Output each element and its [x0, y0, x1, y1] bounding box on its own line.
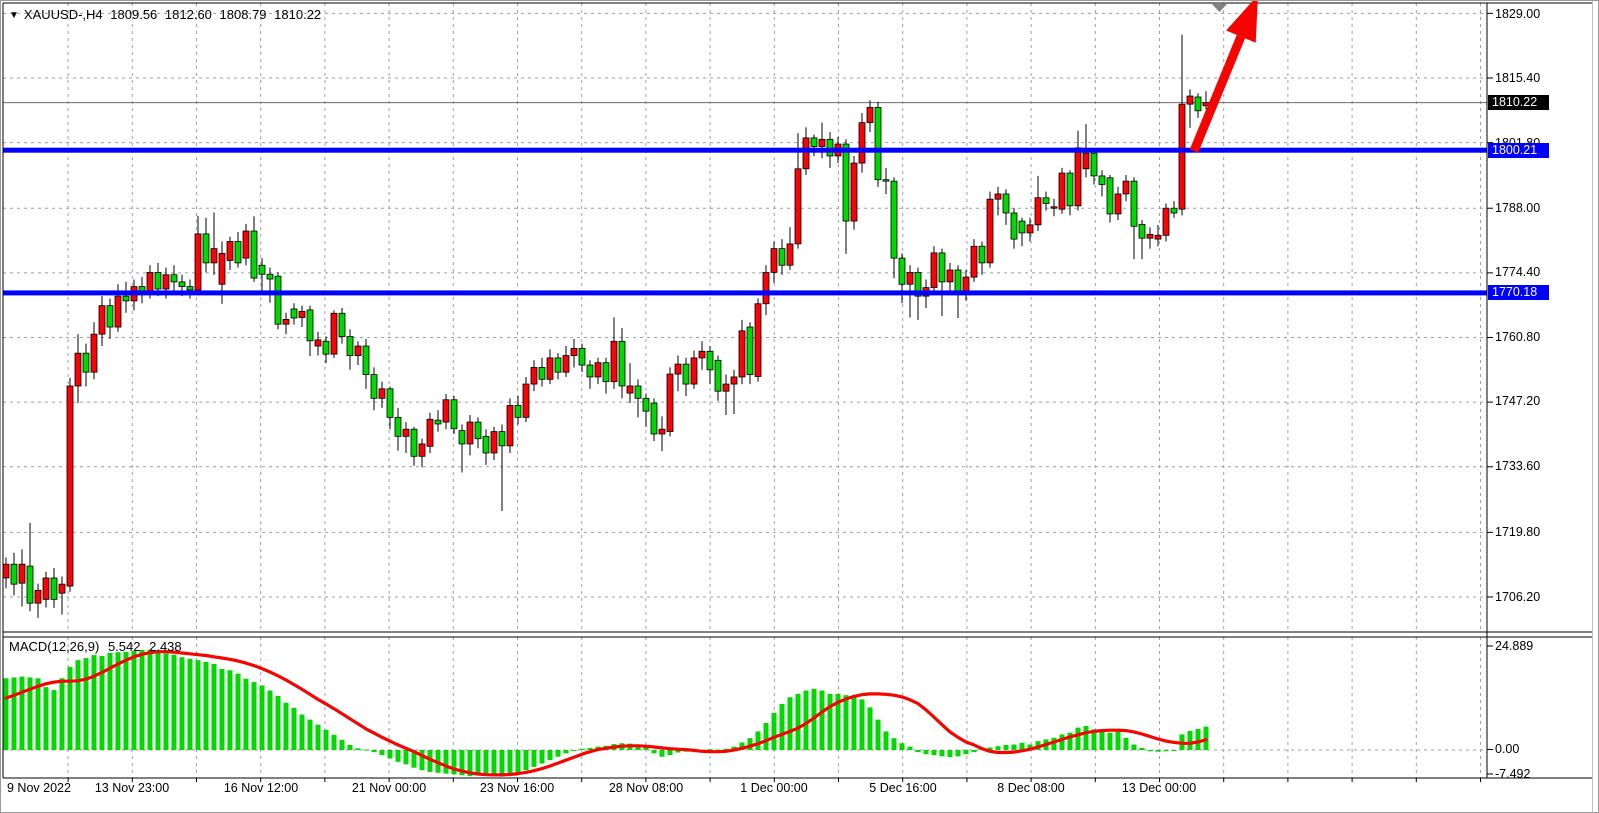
level-tag-1770: 1770.18 — [1488, 285, 1549, 300]
price-tick: 1719.80 — [1495, 525, 1541, 539]
macd-histogram — [3, 649, 1209, 777]
level-tag-1800: 1800.21 — [1488, 143, 1549, 158]
date-label: 28 Nov 08:00 — [608, 781, 684, 795]
macd-signal-line — [4, 650, 1208, 777]
symbol-dropdown-icon[interactable]: ▼ — [9, 10, 19, 21]
date-label: 21 Nov 00:00 — [351, 781, 427, 795]
date-label: 5 Dec 16:00 — [869, 781, 937, 795]
date-label: 1 Dec 00:00 — [740, 781, 808, 795]
macd-tick-zero: 0.00 — [1495, 742, 1520, 756]
date-label: 23 Nov 16:00 — [479, 781, 555, 795]
symbol-period-label: XAUUSD-,H4 — [23, 7, 103, 22]
ohlc-open: 1809.56 — [110, 7, 158, 22]
date-label: 9 Nov 2022 — [7, 781, 71, 795]
window-edge — [1592, 1, 1593, 812]
macd-tick-min: -7.492 — [1495, 767, 1531, 781]
up-arrow-annotation[interactable] — [1189, 1, 1258, 153]
ohlc-high: 1812.60 — [164, 7, 212, 22]
date-label: 13 Nov 23:00 — [94, 781, 170, 795]
price-tick: 1733.60 — [1495, 459, 1541, 473]
macd-name: MACD(12,26,9) — [9, 639, 100, 654]
date-label: 13 Dec 00:00 — [1121, 781, 1197, 795]
price-tick: 1747.20 — [1495, 394, 1541, 408]
date-label: 16 Nov 12:00 — [223, 781, 299, 795]
price-tick: 1815.40 — [1495, 71, 1541, 85]
ohlc-low: 1808.79 — [219, 7, 267, 22]
price-tick: 1829.00 — [1495, 7, 1541, 21]
price-tick: 1788.00 — [1495, 201, 1541, 215]
date-label: 8 Dec 08:00 — [997, 781, 1065, 795]
ohlc-close: 1810.22 — [274, 7, 322, 22]
price-tick: 1760.80 — [1495, 330, 1541, 344]
current-price-tag: 1810.22 — [1488, 95, 1549, 110]
price-tick: 1706.20 — [1495, 590, 1541, 604]
candlesticks — [2, 34, 1210, 618]
macd-signal-value: 2.438 — [149, 639, 182, 654]
horizontal-level-line[interactable] — [3, 290, 1487, 296]
price-tick: 1774.40 — [1495, 265, 1541, 279]
chart-header: ▼ XAUUSD-,H4 1809.56 1812.60 1808.79 1810… — [9, 7, 325, 22]
macd-value: 5.542 — [107, 639, 141, 654]
chart-shift-marker-icon[interactable] — [1212, 4, 1227, 12]
macd-header: MACD(12,26,9) 5.542 2.438 — [9, 639, 187, 654]
macd-tick-max: 24.889 — [1495, 639, 1534, 653]
horizontal-level-line[interactable] — [3, 147, 1487, 153]
